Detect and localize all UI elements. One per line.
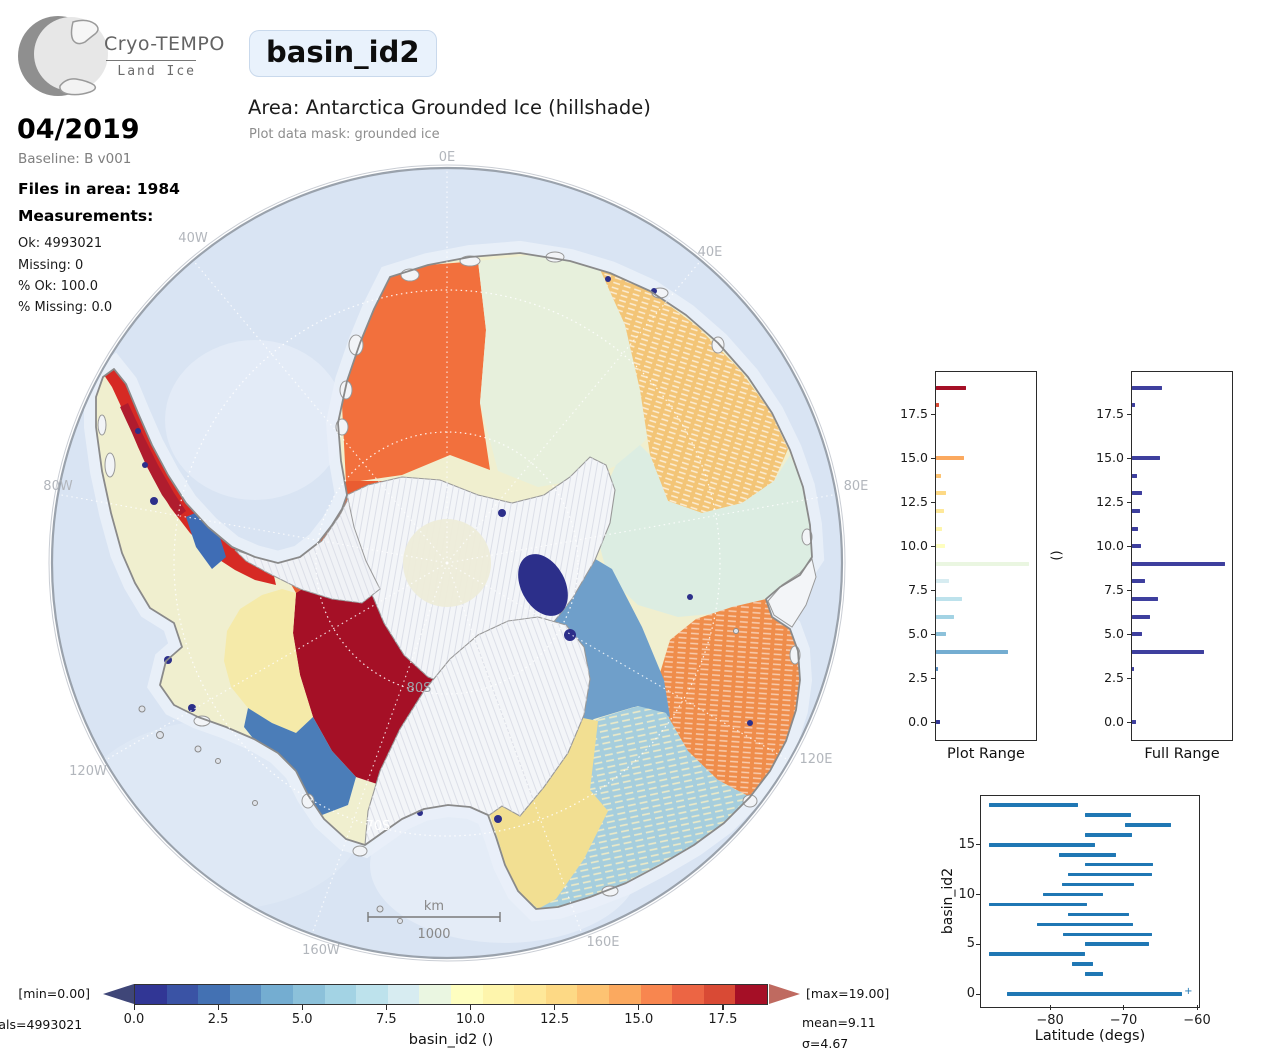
- meridian-label-40e: 40E: [698, 245, 723, 260]
- island-layer: [138, 628, 739, 924]
- plot-range-xlabel: Plot Range: [947, 746, 1025, 762]
- plot-range-histogram: 0.0 2.5 5.0 7.5 10.0 12.5 15.0 17.5: [900, 371, 1037, 741]
- latitude-extent-plot: −80 −70 −60 0 5 10 15 +: [958, 795, 1211, 1028]
- mask-subtitle: Plot data mask: grounded ice: [249, 127, 440, 142]
- ice-shelf-layer: [234, 456, 616, 847]
- measurements-heading: Measurements:: [18, 207, 154, 225]
- files-in-area-label: Files in area: 1984: [18, 180, 180, 198]
- colorbar-sigma-label: σ=4.67: [802, 1036, 849, 1051]
- colorbar-vals-label: vals=4993021: [0, 1017, 83, 1032]
- antarctica-basin-map: km 1000 0E 40W 40E 80W 80E 120W 120E 160…: [43, 150, 868, 962]
- colorbar-axis-label: basin_id2 (): [408, 1032, 494, 1048]
- full-range-ylabel: (): [1049, 550, 1065, 561]
- scatter-xlabel: Latitude (degs): [1034, 1028, 1146, 1044]
- area-title: Area: Antarctica Grounded Ice (hillshade…: [248, 96, 651, 119]
- coastline: [95, 252, 813, 910]
- colorbar-min-arrow-icon: [103, 984, 134, 1004]
- full-range-xlabel: Full Range: [1144, 746, 1220, 762]
- colorbar-mean-label: mean=9.11: [802, 1015, 876, 1030]
- baseline-label: Baseline: B v001: [18, 151, 132, 167]
- graticule: [59, 170, 835, 933]
- colorbar-max-label: [max=19.00]: [806, 986, 890, 1001]
- colorbar: [134, 984, 768, 1005]
- period-label: 04/2019: [17, 114, 140, 145]
- parallel-label-70s: 70S: [366, 819, 391, 834]
- scatter-ylabel: basin_id2: [940, 867, 956, 935]
- meridian-label-80w: 80W: [43, 479, 73, 494]
- stat-pct-ok: % Ok: 100.0: [18, 279, 98, 294]
- full-range-histogram: 0.0 2.5 5.0 7.5 10.0 12.5 15.0 17.5: [1096, 371, 1233, 741]
- brand-product: Land Ice: [117, 64, 196, 79]
- meridian-label-0e: 0E: [439, 150, 456, 165]
- parallel-label-80s: 80S: [407, 681, 432, 696]
- meridian-label-160w: 160W: [302, 943, 340, 958]
- meridian-label-120w: 120W: [69, 764, 107, 779]
- meridian-label-160e: 160E: [586, 935, 619, 950]
- scale-distance: 1000: [417, 927, 450, 942]
- brand-name: Cryo-TEMPO: [104, 33, 225, 55]
- stat-pct-missing: % Missing: 0.0: [18, 300, 113, 315]
- meridian-label-80e: 80E: [844, 479, 869, 494]
- meridian-label-40w: 40W: [178, 231, 208, 246]
- graticule-labels: 0E 40W 40E 80W 80E 120W 120E 160W 160E 8…: [43, 150, 868, 958]
- variable-chip: basin_id2: [249, 30, 437, 77]
- meridian-label-120e: 120E: [799, 752, 832, 767]
- stat-ok: Ok: 4993021: [18, 236, 103, 251]
- scale-bar: [367, 912, 501, 922]
- colorbar-min-label: [min=0.00]: [18, 986, 90, 1001]
- stat-missing: Missing: 0: [18, 258, 84, 273]
- cryo-tempo-logo-icon: [18, 16, 108, 96]
- scale-unit: km: [424, 899, 444, 914]
- colorbar-max-arrow-icon: [769, 984, 800, 1004]
- brand-rule: [106, 60, 196, 61]
